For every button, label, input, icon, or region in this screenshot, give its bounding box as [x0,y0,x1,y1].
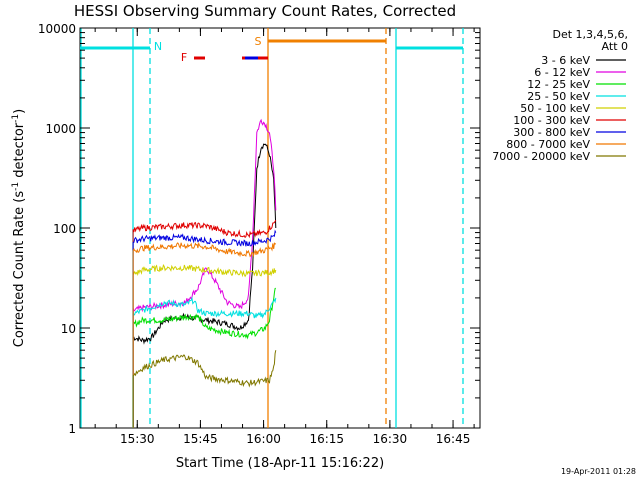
y-tick-label: 10000 [38,22,76,36]
legend-label: 50 - 100 keV [520,102,590,115]
series-line [132,287,276,428]
night-label: N [154,40,162,53]
x-tick-label: 16:15 [309,432,344,446]
y-axis-label: Corrected Count Rate (s-1 detector-1) [11,109,27,347]
timestamp: 19-Apr-2011 01:28 [561,467,636,476]
y-axis-label-main: Corrected Count Rate (s [12,191,27,348]
legend-label: 100 - 300 keV [513,114,590,127]
y-axis-label-sup2: -1 [11,114,21,123]
flare-label: F [181,51,187,64]
series-line [132,143,277,428]
y-tick-label: 10 [61,322,76,336]
y-tick-label: 1000 [45,122,76,136]
y-axis-label-mid: detector [12,122,27,182]
legend-label: 300 - 800 keV [513,126,590,139]
series-line [132,241,277,428]
x-tick-label: 16:30 [373,432,408,446]
series-line [132,219,277,428]
series-line [132,296,277,428]
series-line [132,264,277,428]
legend-label: 7000 - 20000 keV [492,150,590,163]
legend-header-line-2: Att 0 [602,40,628,53]
y-axis-label-end: ) [12,109,27,114]
saa-label: S [255,35,262,48]
x-tick-label: 16:45 [436,432,471,446]
x-tick-label: 15:30 [120,432,155,446]
legend-header-line-1: Det 1,3,4,5,6, [552,28,628,41]
y-tick-label: 100 [53,222,76,236]
x-tick-label: 16:00 [246,432,281,446]
legend-label: 800 - 7000 keV [506,138,590,151]
series-line [132,229,277,428]
legend-label: 12 - 25 keV [527,78,590,91]
x-axis-label: Start Time (18-Apr-11 15:16:22) [176,456,384,471]
legend-label: 3 - 6 keV [541,54,590,67]
series-group [132,118,277,428]
legend-label: 6 - 12 keV [534,66,590,79]
x-tick-label: 15:45 [183,432,218,446]
legend-label: 25 - 50 keV [527,90,590,103]
chart-title: HESSI Observing Summary Count Rates, Cor… [74,2,456,20]
y-axis-label-sup1: -1 [11,182,21,191]
series-line [132,350,277,428]
ticks-group: 15:30 15:45 16:00 16:15 16:30 16:45 1 10 100 1000… [38,22,480,446]
y-tick-label: 1 [68,422,76,436]
